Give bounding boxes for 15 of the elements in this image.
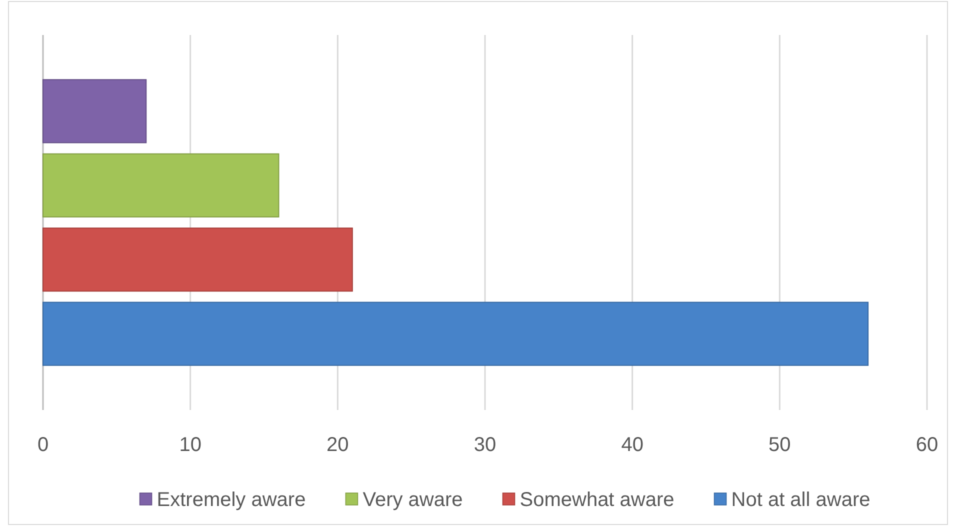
legend-label: Somewhat aware [520, 489, 674, 511]
x-tick-label: 30 [474, 434, 496, 456]
legend-label: Extremely aware [156, 489, 306, 511]
x-tick-label: 10 [179, 434, 202, 456]
x-tick-label: 40 [621, 434, 644, 456]
bar [42, 153, 280, 218]
x-tick-label: 20 [326, 434, 349, 456]
x-tick-label: 0 [37, 434, 49, 456]
legend-label: Very aware [362, 489, 463, 511]
bar [42, 302, 869, 366]
x-tick-label: 50 [768, 434, 791, 456]
bar [42, 228, 353, 292]
legend-label: Not at all aware [731, 489, 870, 511]
bar [42, 79, 147, 144]
x-tick-label: 60 [916, 434, 938, 456]
